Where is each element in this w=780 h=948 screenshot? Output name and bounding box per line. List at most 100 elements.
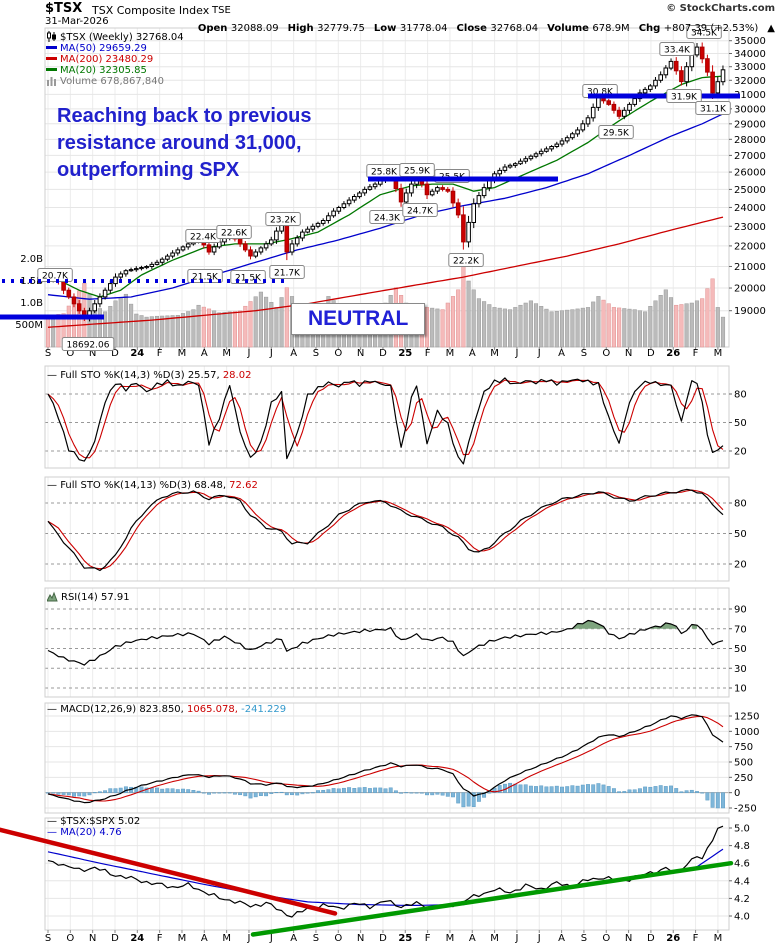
legend-text: 1065.078, [183, 704, 238, 715]
rsi-icon [46, 591, 58, 602]
pivot-label: 23.2K [265, 212, 301, 226]
svg-text:N: N [89, 933, 96, 944]
svg-text:S: S [45, 348, 51, 359]
pivot-label: 18692.06 [61, 337, 115, 351]
svg-text:27000: 27000 [734, 151, 766, 162]
svg-text:O: O [334, 933, 342, 944]
svg-text:18692.06: 18692.06 [67, 341, 110, 351]
legend-text: $TSX:$SPX 5.02 [60, 816, 141, 827]
legend-text: MA(200) 23480.29 [60, 54, 154, 65]
svg-text:M: M [222, 348, 231, 359]
svg-text:F: F [693, 933, 699, 944]
svg-text:20000: 20000 [734, 284, 766, 295]
svg-text:N: N [357, 933, 364, 944]
sto-slow-legend: — Full STO %K(14,13) %D(3) 68.48, 72.62 [47, 480, 258, 491]
candle-icon [47, 31, 56, 42]
dash-icon [46, 68, 57, 71]
ratio-plot [0, 825, 734, 937]
svg-text:500: 500 [734, 758, 753, 769]
svg-text:M: M [222, 933, 231, 944]
pivot-label: 20.7K [37, 268, 73, 282]
svg-text:24.3K: 24.3K [374, 214, 401, 224]
exchange-label: TSE [212, 5, 231, 16]
svg-text:31.9K: 31.9K [671, 93, 698, 103]
svg-text:A: A [290, 933, 297, 944]
svg-text:4.6: 4.6 [734, 859, 750, 870]
pivot-label: 22.6K [216, 225, 252, 239]
svg-text:24000: 24000 [734, 203, 766, 214]
legend-text: -241.229 [237, 704, 287, 715]
svg-text:22.4K: 22.4K [190, 233, 217, 243]
svg-text:M: M [714, 348, 723, 359]
svg-text:4.0: 4.0 [734, 912, 750, 923]
svg-text:5.0: 5.0 [734, 824, 750, 835]
svg-text:O: O [602, 933, 610, 944]
legend-row: MA(20) 32305.85 [46, 64, 184, 76]
pivot-label: 22.2K [448, 253, 484, 267]
pivot-label: 29.5K [598, 125, 634, 139]
uptrend-line [250, 860, 734, 937]
candlesticks [45, 42, 726, 322]
svg-text:21.7K: 21.7K [274, 269, 301, 279]
svg-text:N: N [357, 348, 364, 359]
downtrend-line [0, 827, 338, 916]
svg-text:A: A [290, 348, 297, 359]
volume-icon [47, 77, 56, 86]
svg-text:A: A [201, 933, 208, 944]
svg-text:29.5K: 29.5K [603, 129, 630, 139]
svg-text:1000: 1000 [734, 727, 759, 738]
svg-text:M: M [178, 348, 187, 359]
svg-text:F: F [157, 348, 163, 359]
svg-text:31000: 31000 [734, 90, 766, 101]
svg-text:N: N [625, 348, 632, 359]
quote-field-chg: Chg +807.39 (+2.53%) [638, 23, 759, 34]
pivot-label: 21.7K [269, 265, 305, 279]
svg-text:21.5K: 21.5K [192, 273, 219, 283]
pivot-label: 22.4K [185, 229, 221, 243]
legend-text: Full STO %K(14,13) %D(3) 68.48, [60, 480, 226, 491]
svg-text:O: O [66, 348, 74, 359]
legend-text: MA(50) 29659.29 [60, 43, 147, 54]
svg-text:N: N [625, 933, 632, 944]
legend-text: $TSX (Weekly) 32768.04 [60, 32, 184, 43]
quote-line: Open 32088.09 High 32779.75 Low 31778.04 Cl… [189, 16, 775, 35]
svg-text:50: 50 [734, 644, 747, 655]
svg-text:80: 80 [734, 499, 747, 510]
svg-text:D: D [647, 933, 655, 944]
neutral-callout: NEUTRAL [291, 303, 426, 335]
svg-text:J: J [514, 933, 518, 944]
svg-text:S: S [581, 933, 587, 944]
svg-text:J: J [514, 348, 518, 359]
pivot-label: 31.1K [695, 101, 731, 115]
quote-field-high: High 32779.75 [287, 23, 365, 34]
svg-text:90: 90 [734, 605, 747, 616]
svg-text:34000: 34000 [734, 49, 766, 60]
svg-text:500M: 500M [15, 320, 43, 331]
ratio-legend: — $TSX:$SPX 5.02 [47, 816, 140, 827]
svg-text:M: M [714, 933, 723, 944]
svg-text:20: 20 [734, 560, 747, 571]
svg-text:D: D [379, 348, 387, 359]
pivot-labels: 20.7K 18692.06 22.4K 21.5K 22.6K 21.5K 23.2K 21… [37, 25, 722, 351]
annotation-note-line1: Reaching back to previous [57, 105, 312, 127]
svg-text:70: 70 [734, 624, 747, 635]
svg-text:M: M [446, 933, 455, 944]
legend-text: Full STO %K(14,3) %D(3) 25.57, [60, 370, 220, 381]
pivot-label: 31.9K [666, 89, 702, 103]
annotation-note-line2: resistance around 31,000, [57, 132, 302, 154]
dash-icon [46, 46, 57, 49]
rsi-overbought-area [572, 620, 604, 629]
svg-text:M: M [490, 933, 499, 944]
annotation-note: Reaching back to previous resistance aro… [57, 103, 312, 184]
sto_slow-lines [47, 488, 724, 572]
legend-text: — [47, 370, 61, 381]
svg-text:250: 250 [734, 773, 753, 784]
chart-header: $TSX TSX Composite Index TSE © StockChar… [0, 0, 780, 34]
svg-text:35000: 35000 [734, 36, 766, 47]
pivot-label: 33.4K [659, 42, 695, 56]
svg-text:O: O [602, 348, 610, 359]
svg-text:33.4K: 33.4K [664, 46, 691, 56]
svg-text:25.9K: 25.9K [404, 167, 431, 177]
rsi-overbought-area [650, 622, 677, 629]
